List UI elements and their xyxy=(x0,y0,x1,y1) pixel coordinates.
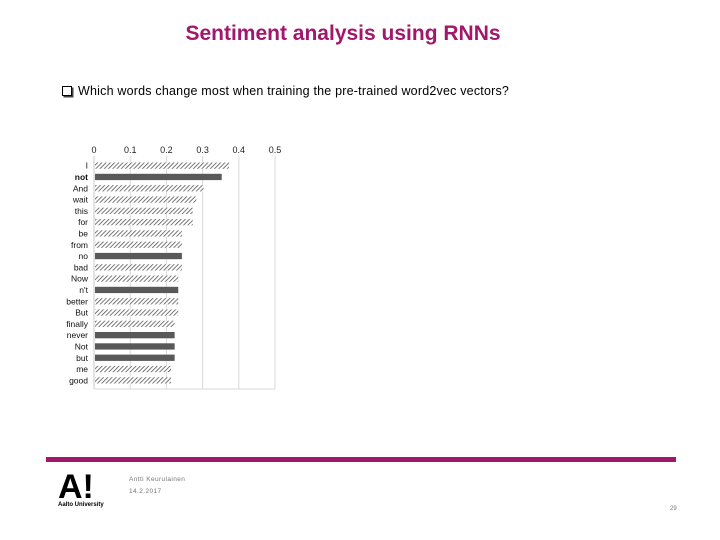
bar-bad xyxy=(95,264,182,271)
bar-not xyxy=(95,343,175,350)
bullet-question: Which words change most when training th… xyxy=(62,84,509,98)
category-label: never xyxy=(67,330,88,340)
bar-be xyxy=(95,230,182,237)
bar-but xyxy=(95,354,175,361)
category-label: bad xyxy=(74,262,88,272)
logo-text: A! xyxy=(58,470,94,500)
bar-nt xyxy=(95,286,179,294)
bar-i xyxy=(95,162,229,169)
category-label: be xyxy=(79,228,89,238)
category-label: this xyxy=(75,206,88,216)
x-tick-label: 0.4 xyxy=(233,145,246,155)
university-name: Aalto University xyxy=(58,502,104,508)
presentation-date: 14.2.2017 xyxy=(129,488,162,495)
category-label: I xyxy=(86,161,88,171)
category-label: no xyxy=(79,251,89,261)
bar-from xyxy=(95,241,182,248)
bar-finally xyxy=(95,320,175,327)
bar-and xyxy=(95,185,204,192)
bar-this xyxy=(95,207,193,214)
category-label: not xyxy=(75,172,88,182)
category-label: better xyxy=(66,296,88,306)
page-number: 29 xyxy=(670,506,677,512)
x-tick-label: 0.1 xyxy=(124,145,137,155)
category-label: good xyxy=(69,375,88,385)
bar-no xyxy=(95,252,182,260)
x-tick-labels: 0 0.1 0.2 0.3 0.4 0.5 xyxy=(91,145,281,155)
category-label: Now xyxy=(71,274,89,284)
bar-wait xyxy=(95,196,197,203)
category-label: Not xyxy=(75,341,89,351)
x-tick-label: 0.2 xyxy=(160,145,173,155)
category-label: me xyxy=(76,364,88,374)
category-label: but xyxy=(76,353,88,363)
category-label: for xyxy=(78,217,88,227)
author-name: Antti Keurulainen xyxy=(129,476,186,483)
category-label: wait xyxy=(72,195,89,205)
bullet-text: Which words change most when training th… xyxy=(78,84,510,98)
x-tick-label: 0.5 xyxy=(269,145,282,155)
x-tick-label: 0 xyxy=(91,145,96,155)
category-label: finally xyxy=(66,319,88,329)
checkbox-bullet-icon xyxy=(62,86,72,96)
bar-but xyxy=(95,309,179,316)
bar-never xyxy=(95,332,175,339)
bar-good xyxy=(95,377,172,384)
chart-bars xyxy=(95,162,229,384)
category-label: But xyxy=(75,308,88,318)
category-label: And xyxy=(73,183,88,193)
bar-not xyxy=(95,173,222,181)
footer-bar xyxy=(46,457,676,462)
bar-for xyxy=(95,219,193,226)
slide-title: Sentiment analysis using RNNs xyxy=(185,22,501,45)
aalto-logo: A! xyxy=(58,470,94,500)
x-tick-label: 0.3 xyxy=(196,145,209,155)
bar-better xyxy=(95,298,179,305)
bar-now xyxy=(95,275,179,282)
chart-grid xyxy=(93,156,276,390)
category-label: from xyxy=(71,240,88,250)
bar-me xyxy=(95,365,172,373)
category-label: n't xyxy=(79,285,88,295)
